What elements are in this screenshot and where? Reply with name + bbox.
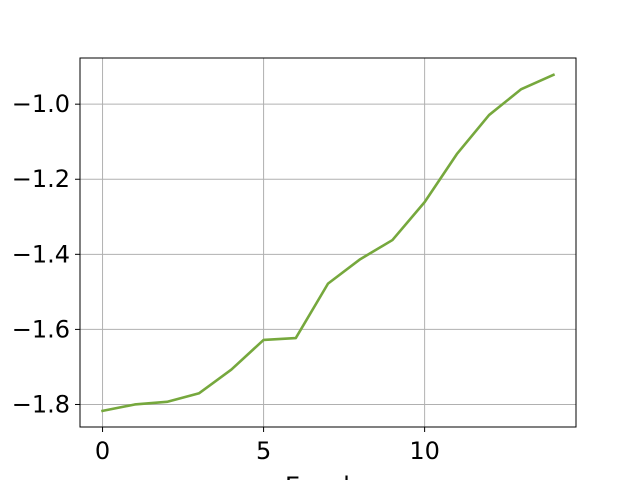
tick-labels: 0 5 10 −1.8 −1.6 −1.4 −1.2 −1.0	[12, 90, 440, 465]
grid-lines	[80, 58, 576, 427]
axes-frame	[79, 57, 577, 428]
series-lines	[101, 73, 556, 413]
y-tick-label-0: −1.8	[12, 390, 70, 418]
axes	[75, 57, 577, 432]
series-line-0	[101, 73, 556, 413]
x-tick-label-1: 5	[256, 437, 271, 465]
y-tick-label-4: −1.0	[12, 90, 70, 118]
y-tick-label-1: −1.6	[12, 315, 70, 343]
y-tick-label-3: −1.2	[12, 165, 70, 193]
y-tick-label-2: −1.4	[12, 240, 70, 268]
x-axis-label: Epochs	[285, 472, 371, 480]
x-tick-label-0: 0	[95, 437, 110, 465]
x-tick-label-2: 10	[409, 437, 440, 465]
